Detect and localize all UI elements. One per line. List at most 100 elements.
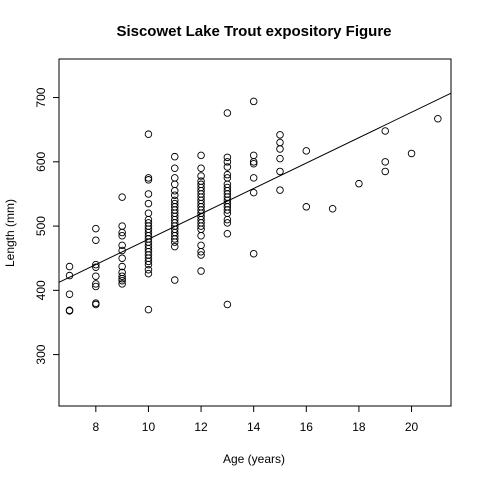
- data-point: [144, 305, 153, 314]
- data-point: [223, 163, 232, 171]
- data-point: [118, 262, 126, 271]
- x-axis-label: Age (years): [223, 452, 285, 466]
- data-point: [118, 222, 126, 230]
- y-axis-label: Length (mm): [3, 199, 17, 267]
- data-point: [118, 280, 126, 288]
- data-point: [118, 241, 126, 250]
- data-point: [144, 190, 153, 198]
- data-point: [276, 186, 284, 194]
- data-point: [65, 307, 74, 315]
- data-point: [276, 167, 284, 176]
- data-point: [144, 209, 153, 217]
- data-point: [171, 186, 179, 195]
- data-point: [197, 231, 205, 240]
- data-point: [355, 179, 363, 188]
- data-point: [223, 206, 232, 214]
- x-tick-label: 14: [247, 420, 261, 434]
- data-point: [118, 228, 126, 237]
- data-point: [144, 260, 153, 269]
- data-point: [197, 222, 205, 230]
- data-point: [171, 238, 179, 246]
- data-point: [381, 158, 389, 166]
- data-point: [118, 254, 126, 262]
- data-points: [65, 97, 442, 315]
- data-point: [92, 260, 100, 269]
- data-point: [276, 131, 284, 139]
- data-point: [171, 174, 179, 182]
- data-point: [197, 251, 205, 259]
- y-tick-label: 600: [34, 151, 48, 171]
- data-point: [407, 149, 416, 158]
- data-point: [223, 219, 232, 227]
- data-point: [223, 230, 232, 238]
- data-point: [223, 300, 232, 309]
- data-point: [223, 215, 232, 224]
- data-point: [223, 109, 232, 117]
- data-point: [118, 276, 126, 285]
- data-point: [223, 170, 232, 179]
- data-point: [171, 191, 179, 199]
- data-point: [118, 272, 126, 280]
- data-point: [197, 164, 205, 172]
- y-tick-label: 400: [34, 280, 48, 300]
- y-axis: 300 400 500 600 700: [34, 87, 59, 365]
- data-point: [92, 236, 100, 244]
- chart-title: Siscowet Lake Trout expository Figure: [116, 23, 391, 40]
- data-point: [249, 151, 258, 160]
- data-point: [144, 269, 153, 278]
- data-point: [328, 204, 337, 213]
- data-point: [118, 275, 126, 283]
- data-point: [249, 174, 258, 182]
- data-point: [434, 115, 442, 123]
- data-point: [92, 272, 100, 280]
- data-point: [118, 193, 126, 201]
- x-tick-label: 8: [92, 420, 99, 434]
- x-axis: 8 10 12 14 16 18 20: [92, 406, 419, 434]
- x-tick-label: 20: [405, 420, 419, 434]
- data-point: [197, 172, 205, 180]
- data-point: [171, 152, 179, 161]
- data-point: [144, 266, 153, 274]
- data-point: [144, 176, 153, 184]
- data-point: [171, 242, 179, 251]
- data-point: [302, 203, 311, 211]
- plot-frame: [58, 58, 452, 407]
- data-point: [197, 151, 205, 160]
- data-point: [144, 174, 153, 182]
- data-point: [381, 167, 389, 176]
- data-point: [381, 127, 389, 135]
- data-point: [65, 290, 74, 298]
- data-point: [171, 180, 179, 189]
- data-point: [144, 130, 153, 138]
- y-tick-label: 700: [34, 87, 48, 107]
- x-tick-label: 16: [300, 420, 314, 434]
- data-point: [171, 276, 179, 284]
- data-point: [171, 164, 179, 172]
- data-point: [249, 159, 258, 168]
- data-point: [92, 280, 100, 288]
- data-point: [92, 282, 100, 291]
- data-point: [144, 257, 153, 266]
- data-point: [276, 154, 284, 163]
- data-point: [197, 248, 205, 256]
- data-point: [249, 249, 258, 258]
- y-tick-label: 300: [34, 344, 48, 364]
- data-point: [223, 153, 232, 162]
- data-point: [249, 97, 258, 106]
- data-point: [249, 188, 258, 197]
- data-point: [302, 147, 311, 155]
- fit-line: [58, 92, 452, 283]
- y-tick-label: 500: [34, 216, 48, 236]
- data-point: [276, 145, 284, 153]
- data-point: [65, 262, 74, 271]
- data-point: [276, 138, 284, 147]
- data-point: [92, 300, 100, 309]
- data-point: [144, 199, 153, 208]
- data-point: [223, 158, 232, 166]
- x-tick-label: 12: [194, 420, 208, 434]
- x-tick-label: 10: [142, 420, 156, 434]
- data-point: [92, 224, 100, 233]
- data-point: [118, 231, 126, 240]
- data-point: [171, 235, 179, 243]
